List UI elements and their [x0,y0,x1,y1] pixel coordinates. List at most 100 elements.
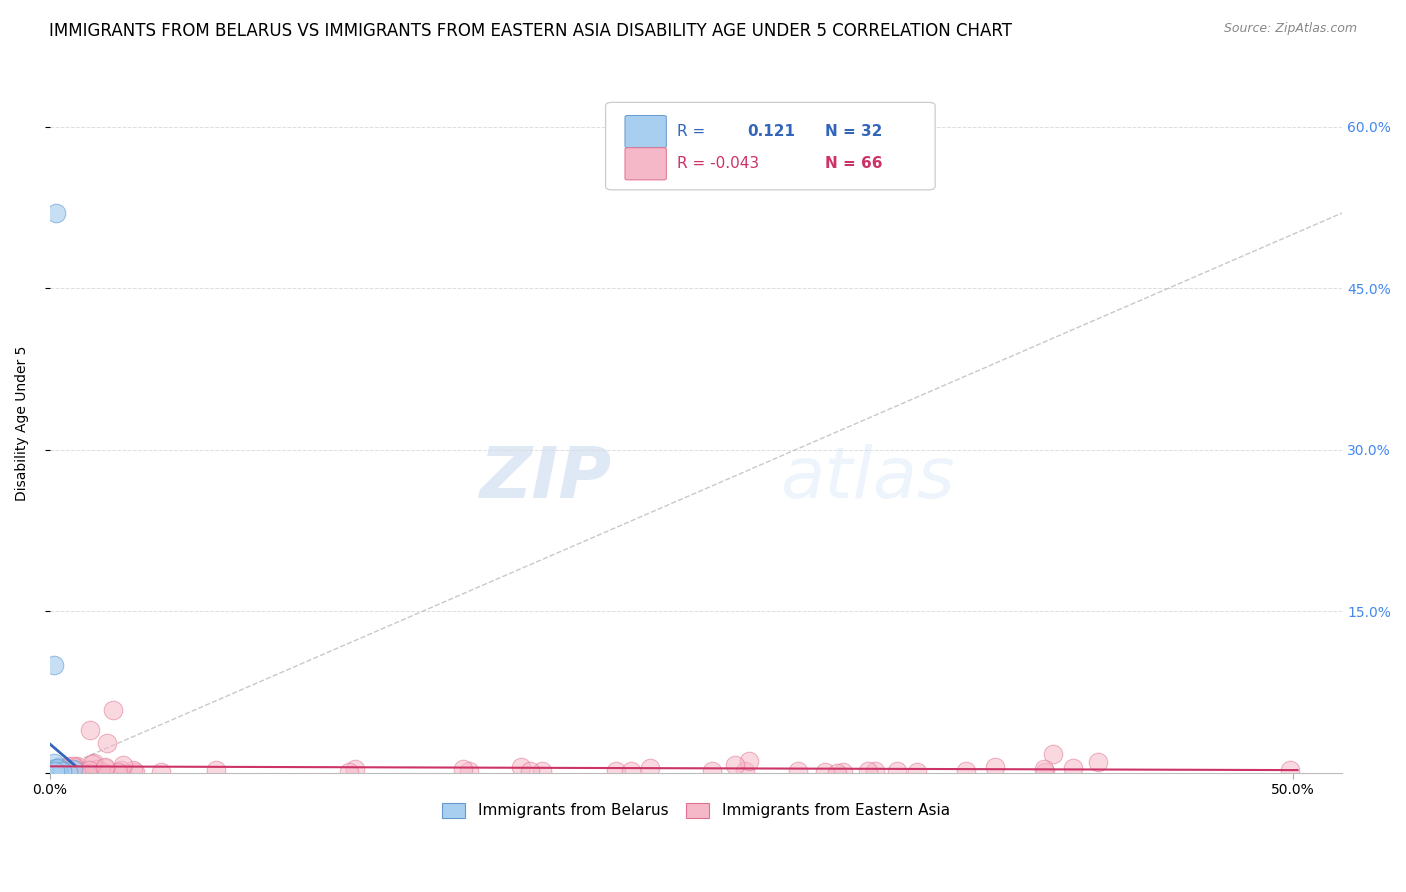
Point [150,764,173,779]
Point [39,762,62,776]
Point [49,764,72,778]
Point [905,764,928,779]
Point [605,764,627,778]
Point [107,765,129,780]
Point [46,765,69,780]
Point [90,765,112,780]
Point [48,765,70,780]
Text: ZIP: ZIP [479,444,612,513]
Point [700,764,723,779]
Point [786,764,808,779]
Point [72,764,94,779]
Point [46,764,69,778]
Point [82,757,104,772]
Point [124,764,146,779]
Point [814,765,837,780]
Point [737,754,759,768]
Point [41,762,63,776]
FancyBboxPatch shape [606,103,935,190]
Point [45,206,67,220]
Point [1042,747,1064,762]
Point [46,759,69,773]
Point [856,764,879,778]
Point [1062,762,1084,776]
Point [93,761,115,775]
Point [94,760,117,774]
Point [51,764,73,778]
Point [863,764,886,779]
Text: IMMIGRANTS FROM BELARUS VS IMMIGRANTS FROM EASTERN ASIA DISABILITY AGE UNDER 5 C: IMMIGRANTS FROM BELARUS VS IMMIGRANTS FR… [49,22,1012,40]
Point [337,765,360,780]
Legend: Immigrants from Belarus, Immigrants from Eastern Asia: Immigrants from Belarus, Immigrants from… [436,797,956,824]
Point [46,762,69,776]
Point [41,764,63,778]
Point [42,658,65,673]
Point [46,765,69,780]
Point [51,764,73,778]
Point [121,763,143,777]
Point [110,763,132,777]
Point [1033,762,1056,776]
Point [58,764,80,779]
Point [65,764,87,778]
Point [101,703,124,717]
Text: R =: R = [676,124,704,139]
FancyBboxPatch shape [624,116,666,148]
Point [44,765,66,780]
Point [48,764,70,779]
Point [41,762,63,776]
Point [42,764,65,779]
Point [44,764,66,778]
Point [620,764,643,779]
Point [49,765,72,780]
Point [76,765,98,780]
Point [83,756,105,771]
Point [1033,765,1056,780]
Point [63,760,86,774]
Point [45,761,67,775]
Point [44,764,66,779]
Point [94,765,117,780]
Point [734,764,756,778]
Text: atlas: atlas [780,444,955,513]
Point [111,757,134,772]
Point [1087,755,1109,769]
Point [49,764,72,779]
Point [39,765,62,780]
Point [1279,763,1302,777]
Text: R = -0.043: R = -0.043 [676,156,759,171]
Text: N = 66: N = 66 [825,156,883,171]
Point [825,765,848,780]
Point [51,761,73,775]
Point [886,764,908,778]
Point [41,765,63,780]
Point [49,764,72,779]
Point [984,760,1007,774]
Text: Source: ZipAtlas.com: Source: ZipAtlas.com [1223,22,1357,36]
Point [451,762,474,776]
Point [48,765,70,780]
FancyBboxPatch shape [624,148,666,180]
Point [62,762,84,776]
Point [41,763,63,777]
Point [44,763,66,777]
Point [39,764,62,778]
Text: N = 32: N = 32 [825,124,883,139]
Point [96,736,118,750]
Point [45,761,67,775]
Point [46,762,69,776]
Point [62,758,84,772]
Text: 0.121: 0.121 [748,124,796,139]
Point [531,764,554,779]
Point [44,765,66,780]
Point [69,765,91,780]
Point [39,764,62,779]
Point [955,764,977,778]
Point [519,764,541,778]
Point [66,759,89,773]
Y-axis label: Disability Age Under 5: Disability Age Under 5 [15,345,30,500]
Point [458,764,481,778]
Point [79,723,101,737]
Point [343,762,366,776]
Point [45,762,67,776]
